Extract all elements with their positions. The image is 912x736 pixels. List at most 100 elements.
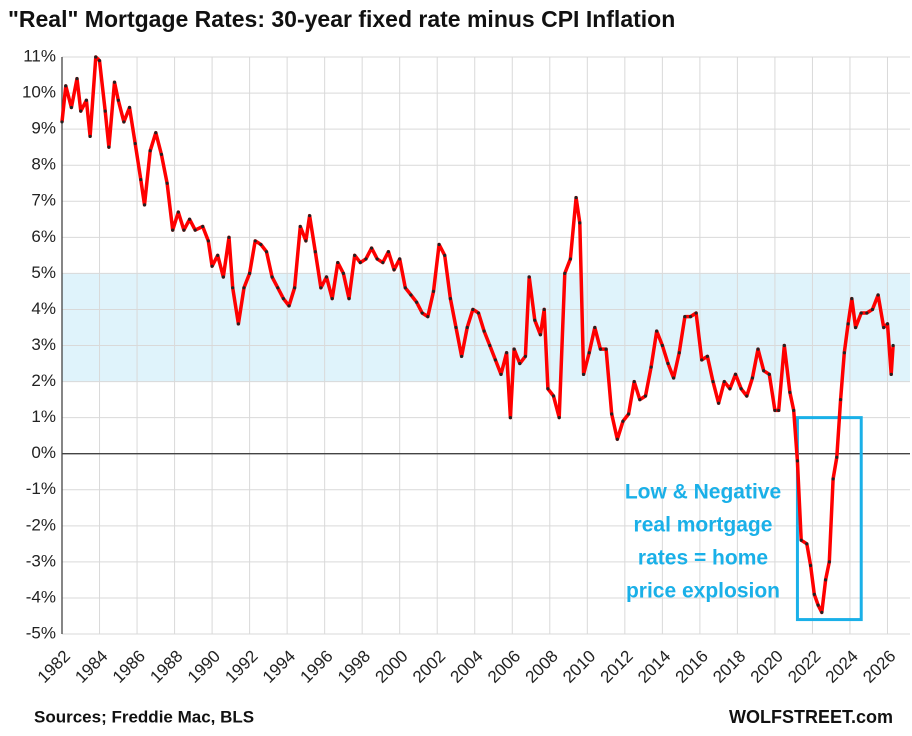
point: [523, 354, 527, 358]
point: [777, 408, 781, 413]
point: [159, 152, 164, 156]
point: [259, 242, 263, 247]
point: [133, 141, 137, 146]
point: [375, 257, 379, 261]
point: [626, 412, 631, 416]
x-tick-label: 2016: [672, 647, 712, 687]
point: [538, 333, 543, 337]
point: [403, 286, 407, 290]
point: [799, 538, 803, 542]
point: [581, 372, 586, 376]
annotation-text: real mortgage: [634, 514, 773, 537]
point: [546, 387, 550, 391]
point: [94, 55, 98, 59]
credit: WOLFSTREET.com: [729, 707, 893, 727]
source: Sources; Freddie Mac, BLS: [34, 707, 254, 726]
point: [236, 322, 240, 326]
x-tick-label: 2012: [597, 647, 637, 687]
point: [319, 286, 323, 290]
point: [705, 354, 709, 358]
x-tick-label: 2020: [747, 647, 787, 687]
point: [176, 210, 180, 214]
point: [728, 387, 732, 391]
point: [471, 307, 475, 312]
y-tick-label: 5%: [31, 263, 56, 282]
point: [165, 181, 169, 185]
point: [216, 253, 220, 257]
point: [454, 325, 458, 330]
x-tick-label: 1988: [146, 647, 186, 687]
point: [304, 239, 308, 243]
point: [610, 412, 614, 416]
point: [499, 372, 503, 376]
point: [672, 376, 676, 380]
point: [171, 228, 175, 232]
point: [248, 271, 252, 275]
annotation-text: Low & Negative: [625, 481, 781, 504]
point: [88, 134, 92, 138]
y-tick-label: 8%: [31, 155, 56, 174]
point: [688, 315, 693, 319]
point: [717, 401, 721, 405]
point: [97, 59, 102, 63]
y-tick-label: 4%: [31, 299, 56, 318]
point: [324, 275, 329, 279]
x-tick-label: 2004: [447, 647, 487, 687]
point: [568, 257, 573, 261]
point: [122, 120, 126, 124]
point: [231, 286, 235, 290]
point: [805, 542, 809, 546]
point: [107, 145, 111, 149]
y-tick-label: 3%: [31, 335, 56, 354]
y-tick-label: 6%: [31, 227, 56, 246]
y-tick-label: 11%: [23, 46, 56, 65]
x-tick-label: 1984: [71, 647, 111, 687]
point: [476, 311, 481, 315]
point: [820, 610, 824, 614]
x-tick-label: 2000: [372, 647, 412, 687]
point: [808, 563, 813, 568]
y-tick-label: -2%: [26, 515, 56, 534]
point: [465, 325, 469, 330]
x-tick-label: 2018: [709, 647, 749, 687]
point: [643, 394, 648, 398]
point: [649, 365, 653, 369]
point: [364, 257, 368, 261]
point: [885, 322, 890, 326]
point: [739, 387, 743, 391]
point: [587, 351, 591, 355]
point: [276, 286, 280, 290]
point: [842, 351, 846, 355]
point: [557, 416, 561, 420]
point: [655, 329, 659, 333]
point: [891, 343, 895, 348]
point: [846, 322, 850, 326]
point: [293, 286, 297, 290]
point: [242, 286, 246, 290]
x-tick-label: 2014: [634, 647, 674, 687]
x-tick-label: 2024: [822, 647, 862, 687]
point: [493, 358, 497, 362]
point: [79, 109, 83, 113]
point: [392, 268, 396, 272]
point: [816, 603, 820, 607]
point: [414, 300, 419, 304]
point: [782, 343, 786, 348]
x-tick-label: 2022: [784, 647, 824, 687]
point: [313, 250, 317, 254]
point: [60, 120, 64, 124]
point: [142, 203, 147, 207]
x-tick-label: 2026: [859, 647, 899, 687]
x-tick-label: 1994: [259, 647, 299, 687]
x-tick-label: 1986: [109, 647, 149, 687]
annotation-text: rates = home: [638, 547, 768, 570]
point: [889, 372, 893, 376]
point: [386, 250, 391, 254]
point: [330, 297, 334, 301]
x-tick-label: 1998: [334, 647, 374, 687]
point: [767, 372, 771, 376]
y-tick-label: 9%: [31, 119, 56, 138]
point: [762, 369, 766, 373]
y-tick-label: -5%: [26, 623, 56, 642]
x-tick-label: 1996: [296, 647, 336, 687]
